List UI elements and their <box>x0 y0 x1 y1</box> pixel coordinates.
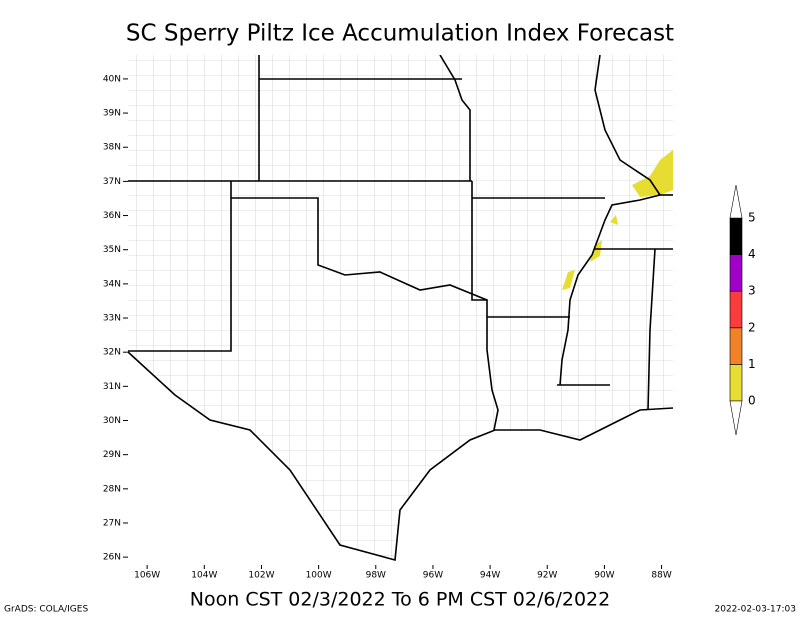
ice-areas <box>562 150 673 290</box>
map-body <box>128 55 673 562</box>
colorbar-label: 5 <box>748 211 756 225</box>
y-tick-label: 31N <box>103 382 121 392</box>
map-subtitle: Noon CST 02/3/2022 To 6 PM CST 02/6/2022 <box>190 589 610 611</box>
y-tick-label: 30N <box>103 416 121 426</box>
land-counties <box>128 55 673 560</box>
x-tick-label: 90W <box>594 571 614 581</box>
colorbar-cap <box>729 184 743 219</box>
colorbar-label: 1 <box>748 357 756 371</box>
colorbar-label: 4 <box>748 247 756 261</box>
y-tick-label: 40N <box>103 74 121 84</box>
x-tick-label: 104W <box>191 571 217 581</box>
border <box>128 181 232 352</box>
state-borders <box>128 55 673 562</box>
x-tick-label: 98W <box>366 571 386 581</box>
border <box>647 248 656 411</box>
y-tick-label: 33N <box>103 314 121 324</box>
x-tick-label: 88W <box>651 571 671 581</box>
y-tick-label: 34N <box>103 279 121 289</box>
colorbar-segment <box>729 327 743 365</box>
x-tick-label: 100W <box>306 571 332 581</box>
colorbar: 0 1 2 3 4 5 <box>729 184 756 436</box>
x-tick-label: 92W <box>537 571 557 581</box>
colorbar-cap <box>729 400 743 436</box>
colorbar-label: 3 <box>748 284 756 298</box>
x-tick-label: 102W <box>248 571 274 581</box>
colorbar-label: 2 <box>748 320 756 334</box>
footer-right: 2022-02-03-17:03 <box>715 605 797 615</box>
colorbar-segment <box>729 290 743 329</box>
ice-area <box>562 270 575 290</box>
border <box>231 197 488 301</box>
y-tick-label: 27N <box>103 518 121 528</box>
y-tick-label: 29N <box>103 450 121 460</box>
colorbar-segment <box>729 217 743 255</box>
y-tick-label: 26N <box>103 553 121 563</box>
y-tick-label: 38N <box>103 143 121 153</box>
border <box>471 181 499 431</box>
border <box>439 55 471 181</box>
ice-area <box>610 215 618 225</box>
border <box>559 55 662 386</box>
x-tick-label: 106W <box>134 571 160 581</box>
map-title: SC Sperry Piltz Ice Accumulation Index F… <box>126 21 674 47</box>
y-tick-label: 37N <box>103 177 121 187</box>
colorbar-label: 0 <box>748 394 756 408</box>
x-tick-label: 96W <box>423 571 443 581</box>
y-tick-label: 32N <box>103 348 121 358</box>
coastline <box>128 351 673 562</box>
colorbar-segment <box>729 254 743 292</box>
ice-area <box>632 150 673 197</box>
y-tick-label: 39N <box>103 109 121 119</box>
axis-ticks: 106W 104W 102W 100W 98W 96W 94W 92W 90W 88W 26N 27N… <box>103 74 672 580</box>
x-tick-label: 94W <box>480 571 500 581</box>
y-tick-label: 28N <box>103 484 121 494</box>
y-tick-label: 35N <box>103 245 121 255</box>
y-tick-label: 36N <box>103 211 121 221</box>
ice-area <box>590 240 602 262</box>
footer-left: GrADS: COLA/IGES <box>4 605 88 615</box>
colorbar-segment <box>729 364 743 402</box>
